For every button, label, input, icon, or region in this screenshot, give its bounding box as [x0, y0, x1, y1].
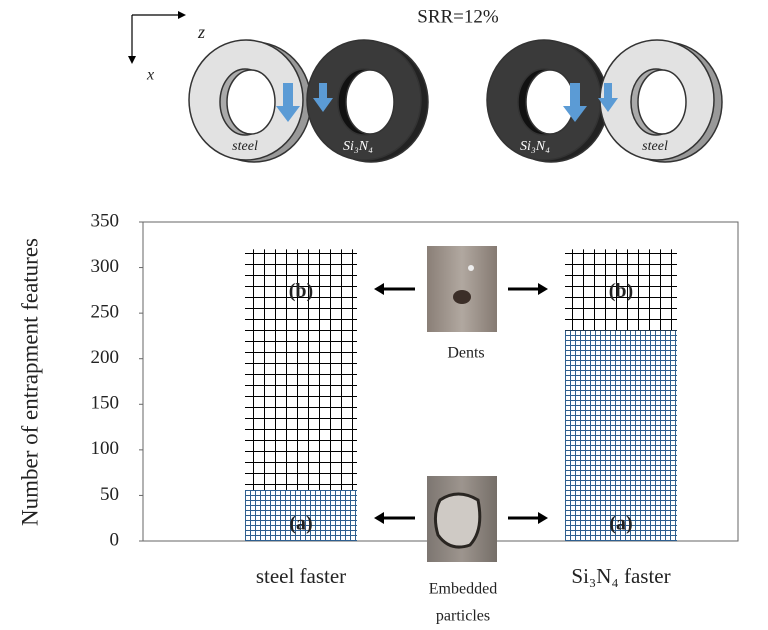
srr-label: SRR=12% [417, 6, 499, 27]
rings-left [188, 39, 429, 163]
bar-segment [565, 330, 677, 541]
y-tick-label: 300 [91, 256, 120, 277]
bar-segment [245, 249, 357, 490]
segment-label: (b) [609, 280, 633, 302]
segment-label: (a) [289, 513, 312, 535]
photos [374, 246, 548, 562]
y-tick-label: 350 [91, 210, 120, 231]
dents-label: Dents [447, 345, 484, 362]
ring-label: Si₃N₄ [343, 139, 373, 154]
y-tick-label: 50 [100, 484, 119, 505]
embedded-label: Embedded [429, 581, 497, 598]
x-tick-label: Si₃N₄ faster [571, 564, 670, 588]
axis-z-label: z [197, 22, 205, 42]
axes-icon [128, 11, 186, 64]
ring-label: Si₃N₄ [520, 139, 550, 154]
x-tick-label: steel faster [256, 564, 346, 588]
segment-label: (a) [609, 513, 632, 535]
bar-segment [565, 249, 677, 331]
embedded-label: particles [436, 608, 490, 625]
bar-segment [245, 489, 357, 541]
y-tick-label: 100 [91, 438, 120, 459]
y-tick-label: 200 [91, 347, 120, 368]
ring-label: steel [232, 139, 258, 154]
ring-label: steel [642, 139, 668, 154]
axis-x-label: x [146, 67, 154, 84]
y-tick-label: 0 [110, 529, 120, 550]
y-axis-title: Number of entrapment features [17, 238, 42, 526]
y-tick-label: 150 [91, 393, 120, 414]
rings-right [486, 39, 723, 163]
bars: (a) (b) (a) (b) [245, 249, 677, 541]
segment-label: (b) [289, 280, 313, 302]
y-tick-label: 250 [91, 302, 120, 323]
